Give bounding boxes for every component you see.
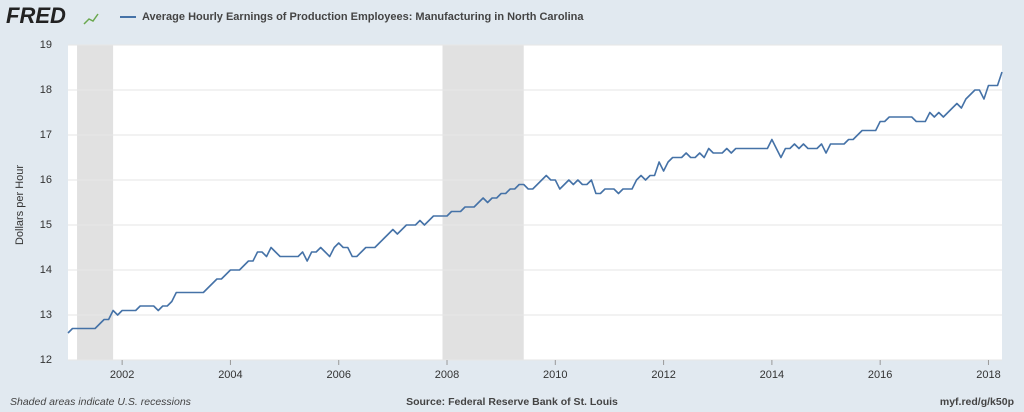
y-tick-label: 17 <box>40 129 52 141</box>
short-link[interactable]: myf.red/g/k50p <box>940 396 1014 408</box>
plot-area <box>68 45 1002 360</box>
series-line <box>67 71 1003 334</box>
x-tick-label: 2016 <box>868 369 892 381</box>
y-tick-label: 13 <box>40 309 52 321</box>
y-tick-label: 18 <box>40 84 52 96</box>
y-axis-label: Dollars per Hour <box>14 165 26 245</box>
x-tick-label: 2004 <box>218 369 242 381</box>
x-tick-label: 2014 <box>760 369 784 381</box>
y-tick-label: 14 <box>40 264 52 276</box>
y-tick-label: 16 <box>40 174 52 186</box>
recession-band <box>442 45 524 360</box>
recession-note: Shaded areas indicate U.S. recessions <box>10 396 192 408</box>
y-tick-label: 19 <box>40 39 52 51</box>
legend-label: Average Hourly Earnings of Production Em… <box>142 11 584 23</box>
x-tick-label: 2008 <box>435 369 459 381</box>
y-tick-label: 15 <box>40 219 52 231</box>
logo[interactable]: FRED <box>6 3 66 28</box>
logo-icon <box>83 13 99 25</box>
y-tick-label: 12 <box>40 354 52 366</box>
recession-band <box>77 45 114 360</box>
x-tick-label: 2018 <box>976 369 1000 381</box>
source-note: Source: Federal Reserve Bank of St. Loui… <box>406 396 618 408</box>
x-tick-label: 2002 <box>110 369 134 381</box>
x-tick-label: 2006 <box>326 369 350 381</box>
x-tick-label: 2012 <box>651 369 675 381</box>
x-tick-label: 2010 <box>543 369 567 381</box>
